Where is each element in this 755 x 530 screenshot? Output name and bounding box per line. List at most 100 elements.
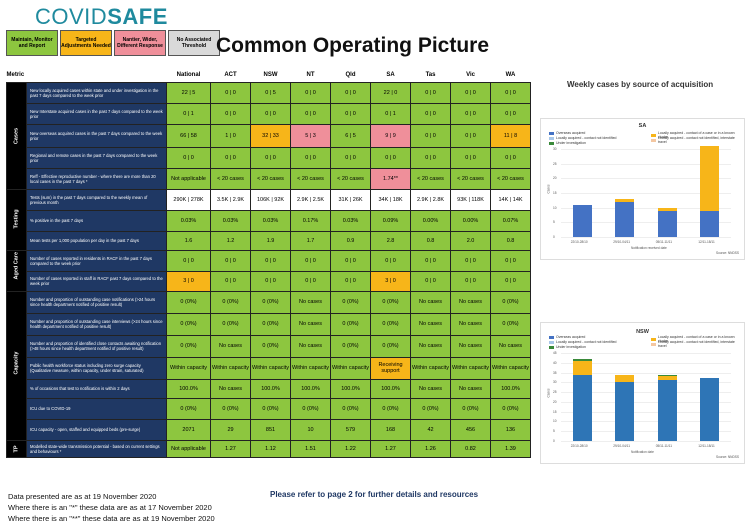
value-cell: Receiving support	[370, 356, 412, 380]
value-cell: 1.2	[210, 230, 252, 251]
status-table: Metric National ACT NSW NT Qld SA Tas Vic WA Case…	[6, 68, 532, 458]
value-cell: No cases	[410, 312, 452, 336]
table-row: Aged Care Number of cases reported in res…	[6, 249, 532, 292]
metric-label: Number of cases reported in staff in RAC…	[25, 270, 168, 292]
value-cell: 0 | 0	[210, 270, 252, 292]
value-cell: 0.07%	[490, 209, 532, 232]
value-cell: Within capacity	[210, 356, 252, 380]
chart-legend-item: Overseas acquired	[549, 131, 585, 135]
metric-label: Reff - Effective reproductive number - w…	[25, 167, 168, 190]
value-cell: 0 (0%)	[210, 397, 252, 420]
chart-bar	[572, 204, 592, 237]
value-cell: 22 | 0	[370, 81, 412, 104]
value-cell: 0 (0%)	[370, 334, 412, 358]
y-tick-label: 15	[553, 409, 557, 414]
value-cell: Within capacity	[166, 356, 212, 380]
value-cell: No cases	[290, 290, 332, 314]
covidsafe-logo: COVIDSAFE	[35, 4, 168, 30]
metric-label: Regional and remote cases in the past 7 …	[25, 146, 168, 169]
x-tick-label: 05/11-11/11	[655, 240, 672, 244]
value-cell: 0.8	[490, 230, 532, 251]
value-cell: 0 | 0	[330, 270, 372, 292]
value-cell: 0 (0%)	[370, 290, 412, 314]
value-cell: No cases	[450, 378, 492, 399]
column-header: Vic	[466, 71, 475, 78]
value-cell: No cases	[210, 334, 252, 358]
chart-bar	[572, 374, 592, 441]
legend-text: Locally acquired - contact of a case or …	[657, 335, 735, 343]
value-cell: 1.12	[250, 439, 292, 458]
value-cell: 0 | 1	[166, 102, 212, 125]
x-tick-label: 05/11-11/11	[655, 444, 672, 448]
gridline	[561, 431, 731, 433]
value-cell: 0 | 0	[490, 81, 532, 104]
table-row: Testing Tests (sum) in the past 7 days co…	[6, 188, 532, 251]
value-cell: < 20 cases	[490, 167, 532, 190]
value-cell: 0 | 0	[166, 249, 212, 272]
legend-swatch	[549, 340, 554, 344]
value-cell: 0 (0%)	[210, 312, 252, 336]
metric-label: % positive in the past 7 days	[25, 209, 168, 232]
gridline	[561, 372, 731, 374]
table-row: Public health workforce status including…	[7, 356, 532, 380]
value-cell: 0 (0%)	[330, 290, 372, 314]
value-cell: No cases	[290, 334, 332, 358]
value-cell: 851	[250, 418, 292, 441]
chart-legend-item: Under investigation	[549, 345, 586, 349]
column-header: NSW	[263, 71, 278, 78]
chart-legend-item: Locally acquired - contact not identifie…	[549, 340, 617, 344]
gridline	[561, 149, 731, 150]
metric-label: Number and proportion of outstanding cas…	[25, 290, 168, 314]
legend-text: Overseas acquired	[556, 131, 586, 135]
value-cell: 0 (0%)	[330, 312, 372, 336]
value-cell: 168	[370, 418, 412, 441]
legend-text: Locally acquired - contact not identifie…	[657, 136, 735, 144]
value-cell: 0 | 0	[450, 146, 492, 169]
value-cell: 3.5K | 2.9K	[210, 188, 252, 211]
value-cell: 0.17%	[290, 209, 332, 232]
table-row: % positive in the past 7 days 0.03% 0.03% 0…	[7, 209, 532, 232]
chart-legend-item: Locally acquired - contact not identifie…	[549, 136, 617, 140]
value-cell: 0.03%	[330, 209, 372, 232]
gridline	[561, 207, 731, 209]
section-label: Aged Care	[6, 249, 27, 292]
chart-bar	[657, 374, 677, 377]
column-header: Qld	[345, 71, 356, 78]
value-cell: 93K | 118K	[450, 188, 492, 211]
value-cell: 0.8	[410, 230, 452, 251]
value-cell: 6 | 5	[330, 123, 372, 148]
gridline	[561, 362, 731, 364]
y-tick-label: 0	[553, 235, 555, 239]
value-cell: 0 | 0	[330, 249, 372, 272]
gridline	[561, 441, 731, 442]
chart-bar	[700, 378, 720, 441]
value-cell: 11 | 8	[490, 123, 532, 148]
chart-bar	[615, 374, 635, 383]
value-cell: 32 | 33	[250, 123, 292, 148]
logo-suffix: SAFE	[107, 4, 168, 29]
legend-swatch	[549, 141, 554, 145]
gridline	[561, 163, 731, 165]
y-axis-label: Cases	[546, 184, 551, 194]
x-axis-label: Notification date	[631, 450, 654, 454]
legend-swatch	[651, 138, 656, 142]
value-cell: 0 (0%)	[166, 397, 212, 420]
value-cell: < 20 cases	[330, 167, 372, 190]
value-cell: 31K | 26K	[330, 188, 372, 211]
value-cell: 0 (0%)	[250, 334, 292, 358]
value-cell: 0 | 0	[410, 249, 452, 272]
value-cell: 1.22	[330, 439, 372, 458]
value-cell: 0 | 0	[370, 249, 412, 272]
value-cell: 0 (0%)	[330, 334, 372, 358]
section-label-text: Cases	[13, 127, 20, 144]
value-cell: 0.03%	[250, 209, 292, 232]
chart-legend-item: Locally acquired - contact of a case or …	[651, 335, 744, 343]
section-label-text: TP	[13, 444, 20, 453]
chart-bar	[615, 201, 635, 237]
table-row: TP Modelled state-wide transmission poten…	[6, 439, 532, 458]
value-cell: 0 | 0	[410, 123, 452, 148]
value-cell: 0.03%	[210, 209, 252, 232]
legend-swatch	[651, 342, 656, 346]
value-cell: 0.00%	[410, 209, 452, 232]
x-tick-label: 22/10-28/10	[570, 240, 588, 244]
